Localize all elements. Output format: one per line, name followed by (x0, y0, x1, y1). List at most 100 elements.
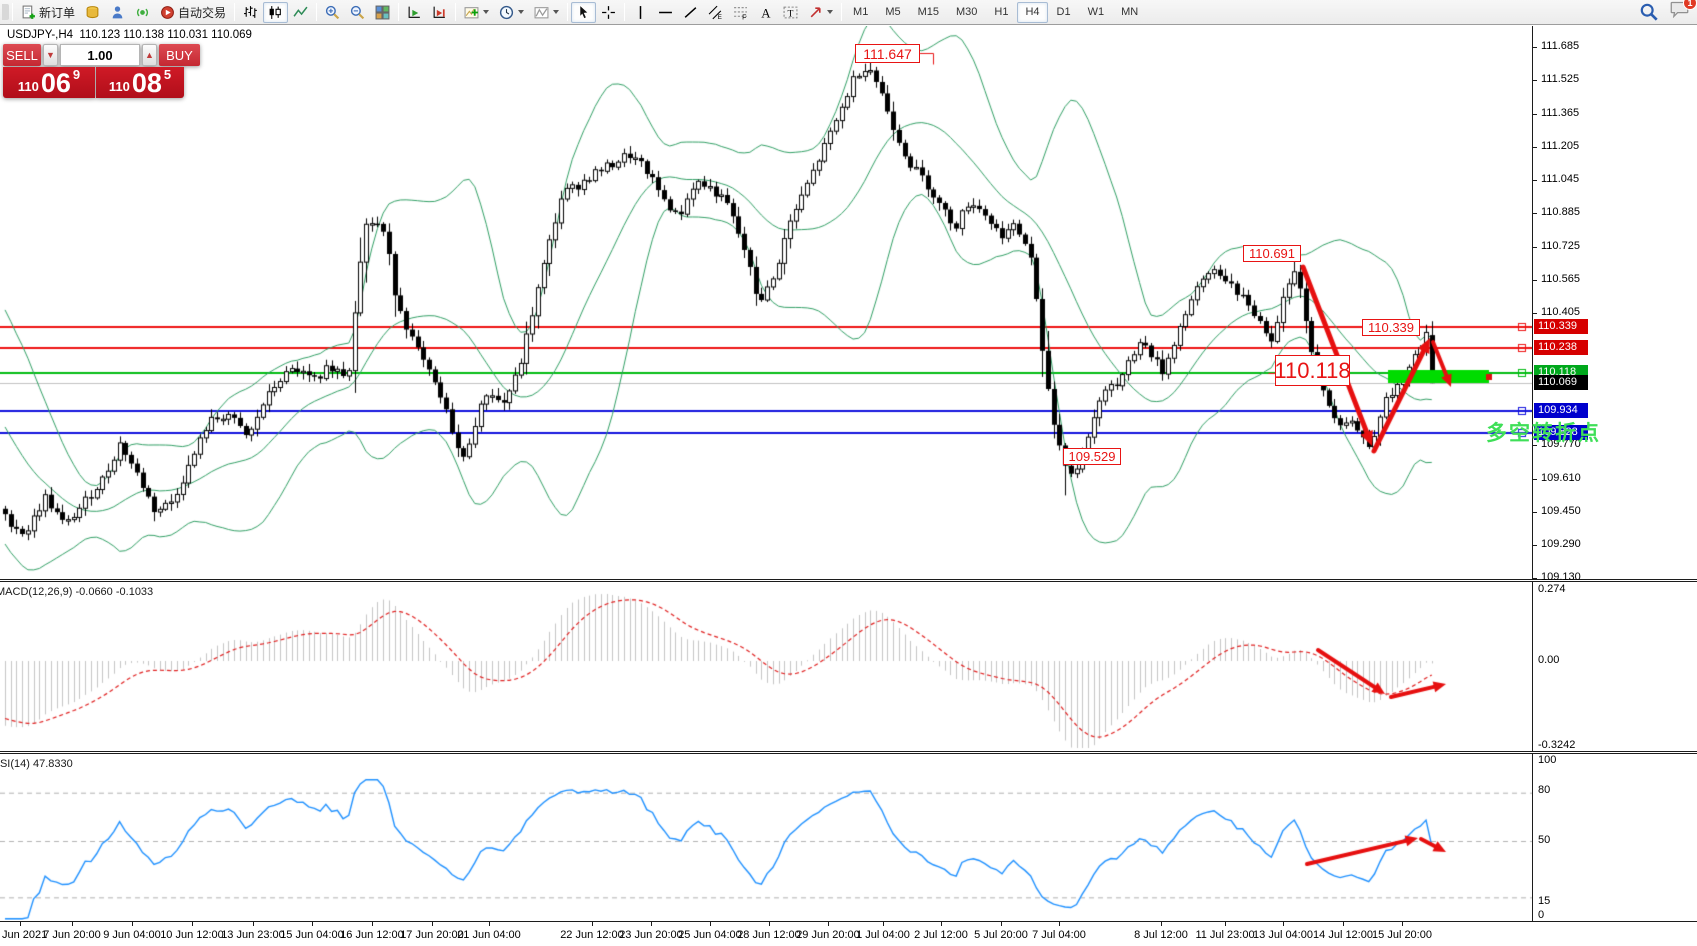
svg-text:T: T (788, 8, 794, 19)
time-tick-mark (710, 922, 711, 926)
horizontal-line-button[interactable] (653, 2, 678, 23)
price-tick-label: 111.685 (1541, 40, 1580, 52)
vertical-line-button[interactable] (628, 2, 653, 23)
tile-windows-button[interactable] (370, 2, 395, 23)
time-tick-mark (1402, 922, 1403, 926)
data-window-button[interactable] (105, 2, 130, 23)
time-tick-mark (883, 922, 884, 926)
indicators-icon (464, 6, 479, 18)
zoom-out-button[interactable] (345, 2, 370, 23)
arrows-tool-button[interactable] (803, 2, 838, 23)
price-tick-label: 110.405 (1541, 306, 1580, 318)
search-icon[interactable] (1640, 3, 1658, 21)
fibonacci-icon: F (734, 6, 747, 20)
arrows-tool-icon (810, 6, 821, 17)
chart-price-label[interactable]: 110.691 (1243, 245, 1301, 262)
time-label: 11 Jul 23:00 (1195, 929, 1255, 941)
panel-splitter[interactable] (0, 579, 1697, 582)
buy-price-big: 08 (131, 68, 162, 99)
macd-indicator-panel[interactable] (0, 583, 1532, 751)
timeframe-w1[interactable]: W1 (1087, 6, 1105, 18)
time-label: 9 Jun 04:00 (103, 929, 161, 941)
time-axis-border (0, 921, 1697, 922)
text-icon: A (761, 6, 771, 20)
notifications-chat-button[interactable]: 1 (1670, 0, 1697, 23)
macd-axis-label: 0.274 (1538, 583, 1566, 595)
chart-price-label[interactable]: 110.339 (1362, 319, 1420, 336)
time-tick-mark (132, 922, 133, 926)
sell-price[interactable]: 110 06 9 (3, 67, 95, 98)
rsi-indicator-panel[interactable] (0, 755, 1532, 920)
signals-button[interactable] (130, 2, 155, 23)
rsi-value: 47.8330 (32, 758, 73, 770)
zoom-in-icon (325, 5, 340, 19)
sell-price-big: 06 (40, 68, 71, 99)
price-tick-label: 110.885 (1541, 206, 1580, 218)
trendline-icon (684, 6, 697, 18)
timeframe-m15[interactable]: M15 (917, 6, 939, 18)
chart-price-label[interactable]: 110.118 (1274, 355, 1351, 386)
timeframe-m5[interactable]: M5 (885, 6, 901, 18)
price-badge: 109.828 (1534, 425, 1588, 440)
new-order-icon (22, 5, 35, 19)
market-watch-button[interactable] (80, 2, 105, 23)
indicators-button[interactable] (459, 2, 494, 23)
text-button[interactable]: A (753, 2, 778, 23)
trendline-button[interactable] (678, 2, 703, 23)
zoom-in-button[interactable] (320, 2, 345, 23)
candlestick-chart-button[interactable] (263, 1, 289, 23)
cursor-button[interactable] (571, 1, 597, 23)
timeframe-m1[interactable]: M1 (853, 6, 869, 18)
chart-price-label[interactable]: 111.647 (855, 44, 920, 63)
equidistant-channel-button[interactable]: E (703, 2, 728, 23)
timeframe-h1[interactable]: H1 (994, 6, 1009, 18)
price-tick-label: 110.725 (1541, 240, 1580, 252)
bar-chart-button[interactable] (238, 2, 263, 23)
time-tick-mark (828, 922, 829, 926)
price-tick-mark (1532, 47, 1537, 48)
text-label-button[interactable]: T (778, 2, 803, 23)
data-window-icon (112, 5, 123, 18)
buy-price[interactable]: 110 08 5 (96, 67, 184, 98)
panel-splitter[interactable] (0, 751, 1697, 754)
auto-trading-button[interactable]: 自动交易 (155, 2, 231, 23)
turning-point-annotation[interactable]: 多空转折点 (1486, 422, 1601, 445)
rsi-axis-label: 100 (1538, 754, 1557, 766)
auto-scroll-button[interactable] (402, 2, 427, 23)
volume-increase-button[interactable]: ▲ (142, 44, 157, 66)
time-label: 29 Jun 20:00 (796, 929, 860, 941)
volume-input[interactable]: 1.00 (60, 44, 140, 66)
clipped-toolbar-icon (2, 4, 9, 20)
price-tick-label: 109.290 (1541, 538, 1581, 550)
templates-button[interactable] (529, 2, 564, 23)
time-tick-mark (1225, 922, 1226, 926)
volume-decrease-button[interactable]: ▼ (43, 44, 58, 66)
chart-shift-button[interactable] (427, 2, 452, 23)
text-label-icon: T (783, 6, 798, 19)
line-chart-button[interactable] (288, 2, 313, 23)
chevron-down-icon (518, 10, 525, 14)
buy-button[interactable]: BUY (159, 44, 200, 66)
equidistant-channel-icon: E (708, 5, 722, 20)
main-price-chart[interactable] (0, 26, 1532, 580)
auto-scroll-icon (408, 6, 420, 18)
periods-button[interactable] (494, 2, 529, 23)
chart-price-label[interactable]: 109.529 (1063, 448, 1121, 465)
time-label: 10 Jun 12:00 (160, 929, 224, 941)
time-label: 17 Jun 20:00 (400, 929, 464, 941)
fibonacci-button[interactable]: F (728, 2, 753, 23)
timeframe-mn[interactable]: MN (1121, 6, 1139, 18)
time-tick-mark (372, 922, 373, 926)
price-tick-label: 109.450 (1541, 505, 1581, 517)
timeframe-m30[interactable]: M30 (956, 6, 978, 18)
sell-price-small: 110 (17, 79, 39, 94)
crosshair-button[interactable] (596, 2, 621, 23)
rsi-axis-label: 50 (1538, 834, 1551, 846)
timeframe-h4[interactable]: H4 (1017, 1, 1048, 23)
bar-chart-icon (244, 5, 257, 18)
horizontal-line-icon (659, 11, 672, 13)
new-order-button[interactable]: 新订单 (16, 2, 80, 23)
timeframe-d1[interactable]: D1 (1056, 6, 1071, 18)
sell-button[interactable]: SELL (3, 44, 41, 66)
auto-trading-label: 自动交易 (178, 5, 227, 20)
